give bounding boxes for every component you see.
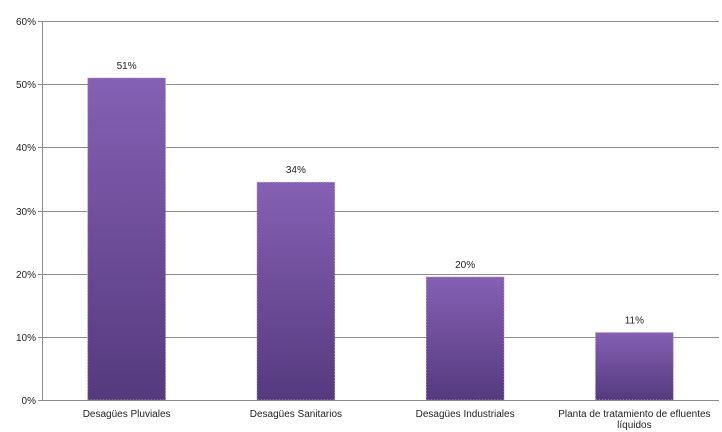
bar [426, 276, 505, 400]
bar [256, 182, 335, 400]
x-axis-category-labels: Desagües Pluviales Desagües Sanitarios Des… [83, 409, 711, 431]
x-category-label: Desagües Sanitarios [250, 409, 342, 420]
data-label: 11% [625, 315, 644, 326]
data-label: 51% [117, 61, 137, 72]
bar [87, 77, 166, 400]
bar-outline [87, 77, 167, 401]
bars [87, 77, 674, 401]
x-category-label: Planta de tratamiento de efluentes [558, 409, 710, 420]
y-tick-label: 30% [16, 207, 36, 218]
x-category-label: Desagües Pluviales [83, 409, 171, 420]
x-category-label: líquidos [617, 420, 651, 431]
y-tick-label: 10% [16, 333, 36, 344]
y-tick-label: 50% [16, 80, 36, 91]
bar-outline [594, 331, 674, 401]
bar [595, 332, 674, 400]
y-axis-tick-labels: 0% 10% 20% 30% 40% 50% 60% [16, 17, 36, 407]
data-label: 20% [455, 260, 475, 271]
y-tick-label: 0% [22, 396, 37, 407]
y-tick-label: 20% [16, 270, 36, 281]
data-labels: 51% 34% 20% 11% [117, 61, 644, 327]
y-tick-label: 60% [16, 17, 36, 28]
bar-outline [256, 181, 336, 401]
x-category-label: Desagües Industriales [416, 409, 515, 420]
data-label: 34% [286, 165, 306, 176]
y-tick-label: 40% [16, 143, 36, 154]
